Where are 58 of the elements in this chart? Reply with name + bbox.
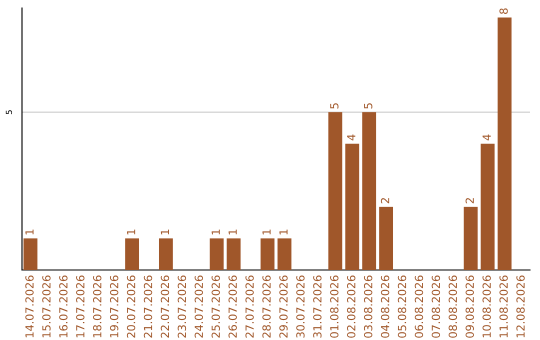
x-tick-label: 04.08.2026: [380, 276, 390, 338]
bar: [480, 144, 495, 270]
x-tick-label: 28.07.2026: [262, 276, 271, 338]
bar: [24, 238, 38, 270]
bar: [379, 206, 394, 270]
bar: [328, 112, 342, 270]
bar: [158, 238, 173, 270]
data-label: 2: [466, 198, 474, 204]
bar: [210, 238, 224, 270]
bar: [125, 238, 140, 270]
x-tick-label: 07.08.2026: [432, 276, 440, 338]
data-label: 1: [262, 230, 271, 234]
x-tick-label: 08.08.2026: [448, 276, 458, 338]
bar: [226, 238, 241, 270]
x-tick-label: 19.07.2026: [110, 276, 118, 338]
x-tick-label: 26.07.2026: [228, 276, 237, 338]
x-tick-label: 01.08.2026: [330, 276, 338, 338]
data-label: 1: [160, 230, 169, 234]
x-tick-label: 17.07.2026: [76, 276, 84, 338]
x-tick-label: 12.08.2026: [516, 276, 525, 338]
x-tick-label: 30.07.2026: [296, 276, 305, 338]
x-tick-label: 14.07.2026: [25, 276, 34, 338]
x-tick-label: 29.07.2026: [279, 276, 288, 338]
data-label: 1: [279, 230, 288, 234]
data-label: 1: [212, 230, 220, 234]
bar: [464, 206, 478, 270]
x-tick-label: 03.08.2026: [364, 276, 372, 338]
x-tick-label: 20.07.2026: [126, 276, 136, 338]
bar: [362, 112, 376, 270]
x-tick-label: 06.08.2026: [414, 276, 424, 338]
data-label: 1: [228, 230, 237, 234]
data-label: 4: [347, 134, 356, 140]
x-tick-label: 23.07.2026: [178, 276, 186, 338]
x-tick-label: 22.07.2026: [160, 276, 170, 338]
x-tick-label: 16.07.2026: [59, 276, 68, 338]
data-label: 5: [364, 103, 372, 109]
x-tick-label: 27.07.2026: [245, 276, 254, 338]
x-tick-label: 05.08.2026: [398, 276, 406, 338]
x-tick-label: 11.08.2026: [499, 276, 508, 338]
data-label: 2: [380, 198, 390, 204]
x-tick-label: 02.08.2026: [347, 276, 356, 338]
data-label: 1: [25, 230, 34, 234]
x-tick-label: 21.07.2026: [144, 276, 152, 338]
x-tick-label: 15.07.2026: [42, 276, 51, 338]
bar: [498, 17, 512, 270]
data-label: 8: [499, 8, 508, 14]
x-tick-label: 09.08.2026: [466, 276, 474, 338]
x-tick-label: 31.07.2026: [313, 276, 322, 338]
data-label: 5: [330, 103, 338, 109]
x-tick-label: 25.07.2026: [212, 276, 220, 338]
bar: [345, 144, 360, 270]
data-label: 1: [127, 230, 136, 234]
bar: [260, 238, 274, 270]
x-tick-label: 10.08.2026: [482, 276, 491, 338]
data-label: 4: [482, 134, 491, 140]
bar: [278, 238, 292, 270]
x-tick-label: 24.07.2026: [194, 276, 204, 338]
x-tick-label: 18.07.2026: [93, 276, 102, 338]
